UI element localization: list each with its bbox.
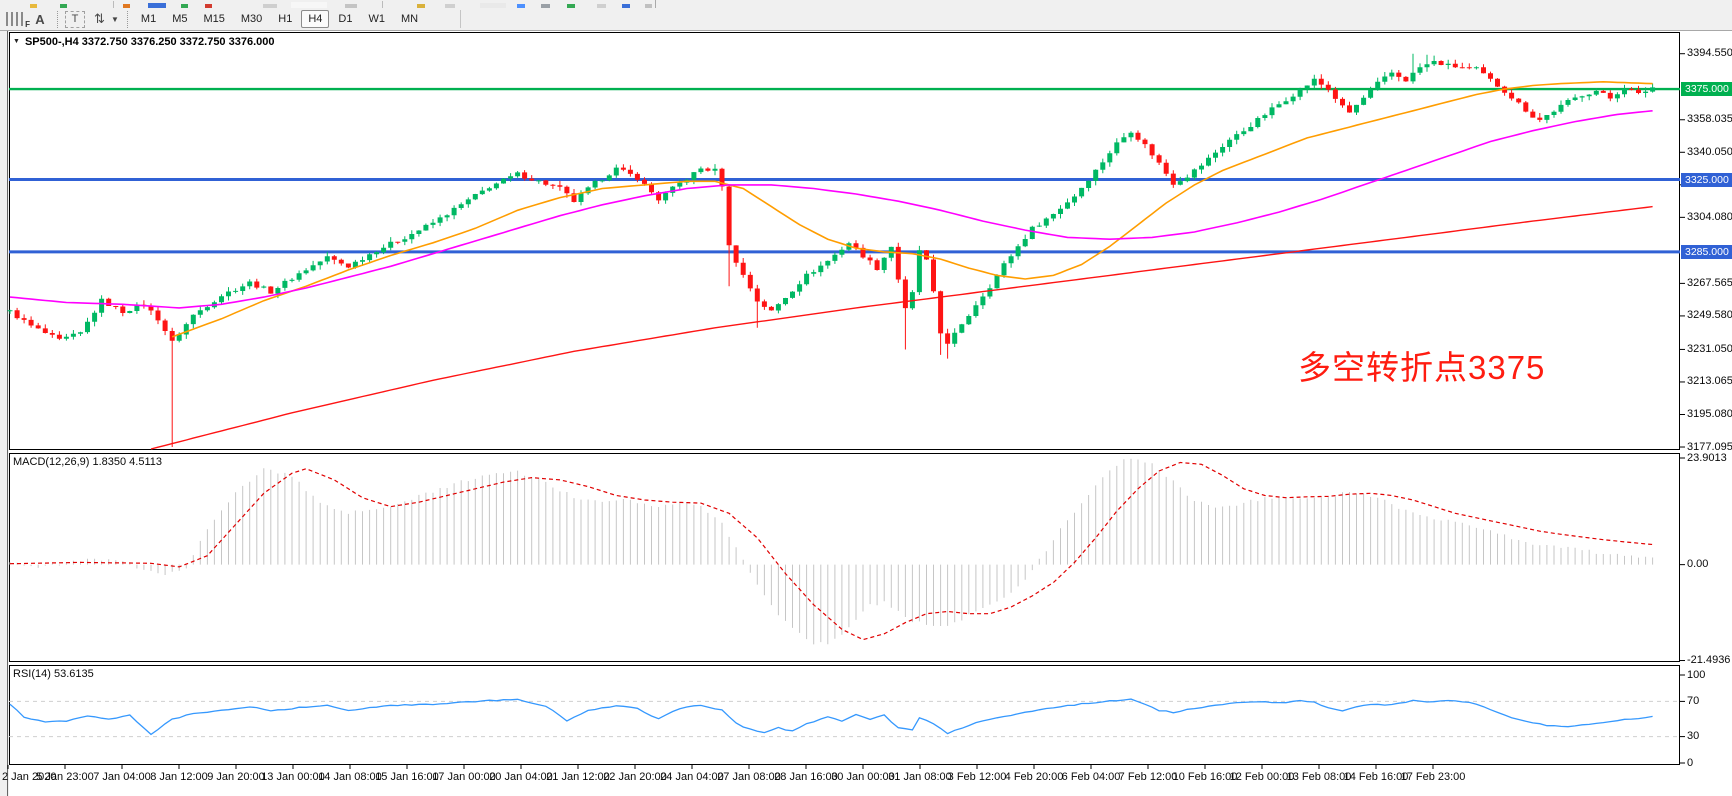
time-tick-label: 14 Jan 08:00 <box>318 771 382 783</box>
price-tick-label: 3340.050 <box>1687 145 1732 158</box>
toolbar-icon-fragment <box>181 4 188 8</box>
price-tick-label: 3304.080 <box>1687 210 1732 223</box>
grid-f-icon[interactable]: F <box>6 12 30 29</box>
sr-level-price-box: 3375.000 <box>1681 82 1732 97</box>
time-tick-label: 28 Jan 16:00 <box>774 771 838 783</box>
time-tick-label: 5 Jan 23:00 <box>36 771 94 783</box>
toolbar-icon-fragment <box>597 4 606 8</box>
time-tick-label: 8 Jan 12:00 <box>150 771 208 783</box>
time-tick-label: 21 Jan 12:00 <box>546 771 610 783</box>
time-tick-label: 7 Jan 04:00 <box>93 771 151 783</box>
time-tick-label: 10 Feb 16:00 <box>1172 771 1238 783</box>
rsi-tick-label: 0 <box>1687 756 1694 769</box>
text-box-icon[interactable]: T <box>65 10 85 28</box>
timeframe-button-d1[interactable]: D1 <box>338 13 353 25</box>
time-tick-label: 9 Jan 20:00 <box>207 771 265 783</box>
macd-indicator-label: MACD(12,26,9) 1.8350 4.5113 <box>13 456 162 468</box>
chart-window: 3394.5503358.0353340.0503322.0653304.080… <box>0 31 1732 796</box>
text-label-icon[interactable]: A <box>35 11 45 27</box>
toolbar-icon-fragment <box>345 4 357 8</box>
toolbar-separator <box>126 10 128 28</box>
price-tick-label: 3267.565 <box>1687 276 1732 289</box>
time-tick-label: 17 Feb 23:00 <box>1400 771 1466 783</box>
rsi-indicator-label: RSI(14) 53.6135 <box>13 668 94 680</box>
time-tick-label: 13 Feb 08:00 <box>1286 771 1352 783</box>
toolbar-icon-fragment <box>567 4 575 8</box>
toolbar-icon-fragment <box>60 4 67 8</box>
chart-canvas <box>7 31 1732 796</box>
time-tick-label: 2 Jan 2020 <box>2 771 57 783</box>
price-tick-label: 3394.550 <box>1687 47 1732 60</box>
toolbar-icon-fragment <box>263 4 277 8</box>
toolbar-icon-fragment <box>655 0 656 8</box>
collapse-triangle-icon[interactable]: ▼ <box>13 38 20 45</box>
timeframe-button-h1[interactable]: H1 <box>278 13 293 25</box>
toolbar-separator <box>460 10 462 28</box>
chart-toolbar: F A T ⇅ ▼ M1 M5 M15 M30 H1 H4 D1 W1 MN <box>0 8 1732 31</box>
objects-icon[interactable]: ⇅ <box>94 11 105 26</box>
price-tick-label: 3177.095 <box>1687 440 1732 453</box>
time-tick-label: 6 Feb 04:00 <box>1061 771 1121 783</box>
time-tick-label: 12 Feb 00:00 <box>1229 771 1295 783</box>
toolbar-icon-fragment <box>541 4 550 8</box>
annotation-text[interactable]: 多空转折点3375 <box>1298 349 1546 386</box>
macd-tick-label: -21.4936 <box>1687 654 1731 667</box>
time-tick-label: 27 Jan 08:00 <box>717 771 781 783</box>
sr-level-price-box: 3285.000 <box>1681 244 1732 259</box>
toolbar-icon-fragment <box>382 1 383 8</box>
toolbar-icon-fragment <box>645 4 652 8</box>
timeframe-button-m5[interactable]: M5 <box>172 13 188 25</box>
price-tick-label: 3195.080 <box>1687 407 1732 420</box>
toolbar-icon-fragment <box>291 2 327 8</box>
time-tick-label: 20 Jan 04:00 <box>489 771 553 783</box>
time-tick-label: 30 Jan 00:00 <box>831 771 895 783</box>
toolbar-icon-fragment <box>417 4 425 8</box>
toolbar-icon-fragment <box>30 4 37 8</box>
grid-f-letter: F <box>25 20 30 29</box>
timeframe-button-mn[interactable]: MN <box>400 13 419 25</box>
rsi-tick-label: 100 <box>1687 668 1706 681</box>
timeframe-button-w1[interactable]: W1 <box>368 13 385 25</box>
macd-tick-label: 23.9013 <box>1687 451 1727 464</box>
price-tick-label: 3249.580 <box>1687 309 1732 322</box>
price-tick-label: 3358.035 <box>1687 113 1732 126</box>
chart-title[interactable]: ▼ SP500-,H4 3372.750 3376.250 3372.750 33… <box>13 36 275 48</box>
chart-title-text: SP500-,H4 3372.750 3376.250 3372.750 337… <box>24 36 275 48</box>
clipped-toolbar-row <box>0 0 1732 8</box>
time-tick-label: 3 Feb 12:00 <box>947 771 1007 783</box>
time-tick-label: 13 Jan 00:00 <box>261 771 325 783</box>
sr-level-price-box: 3325.000 <box>1681 172 1732 187</box>
toolbar-icon-fragment <box>517 4 525 8</box>
toolbar-separator <box>57 10 58 28</box>
toolbar-icon-fragment <box>205 4 212 8</box>
toolbar-icon-fragment <box>123 4 130 8</box>
timeframe-bar: M1 M5 M15 M30 H1 H4 D1 W1 MN <box>133 10 426 28</box>
price-tick-label: 3231.050 <box>1687 342 1732 355</box>
toolbar-icon-fragment <box>445 4 455 8</box>
timeframe-button-m15[interactable]: M15 <box>203 13 225 25</box>
timeframe-button-m1[interactable]: M1 <box>140 13 157 25</box>
time-tick-label: 7 Feb 12:00 <box>1118 771 1178 783</box>
toolbar-icon-fragment <box>148 3 166 8</box>
toolbar-icon-fragment <box>113 1 114 8</box>
time-tick-label: 31 Jan 08:00 <box>888 771 952 783</box>
toolbar-icon-fragment <box>622 4 630 8</box>
rsi-tick-label: 30 <box>1687 730 1700 743</box>
chevron-down-icon[interactable]: ▼ <box>111 14 119 24</box>
time-tick-label: 22 Jan 20:00 <box>603 771 667 783</box>
time-tick-label: 24 Jan 04:00 <box>660 771 724 783</box>
timeframe-button-h4[interactable]: H4 <box>301 10 330 28</box>
rsi-tick-label: 70 <box>1687 694 1700 707</box>
macd-tick-label: 0.00 <box>1687 558 1709 571</box>
time-tick-label: 17 Jan 00:00 <box>432 771 496 783</box>
price-tick-label: 3213.065 <box>1687 375 1732 388</box>
time-tick-label: 15 Jan 16:00 <box>375 771 439 783</box>
time-tick-label: 14 Feb 16:00 <box>1343 771 1409 783</box>
time-tick-label: 4 Feb 20:00 <box>1004 771 1064 783</box>
toolbar-icon-fragment <box>480 3 506 8</box>
timeframe-button-m30[interactable]: M30 <box>240 13 263 25</box>
